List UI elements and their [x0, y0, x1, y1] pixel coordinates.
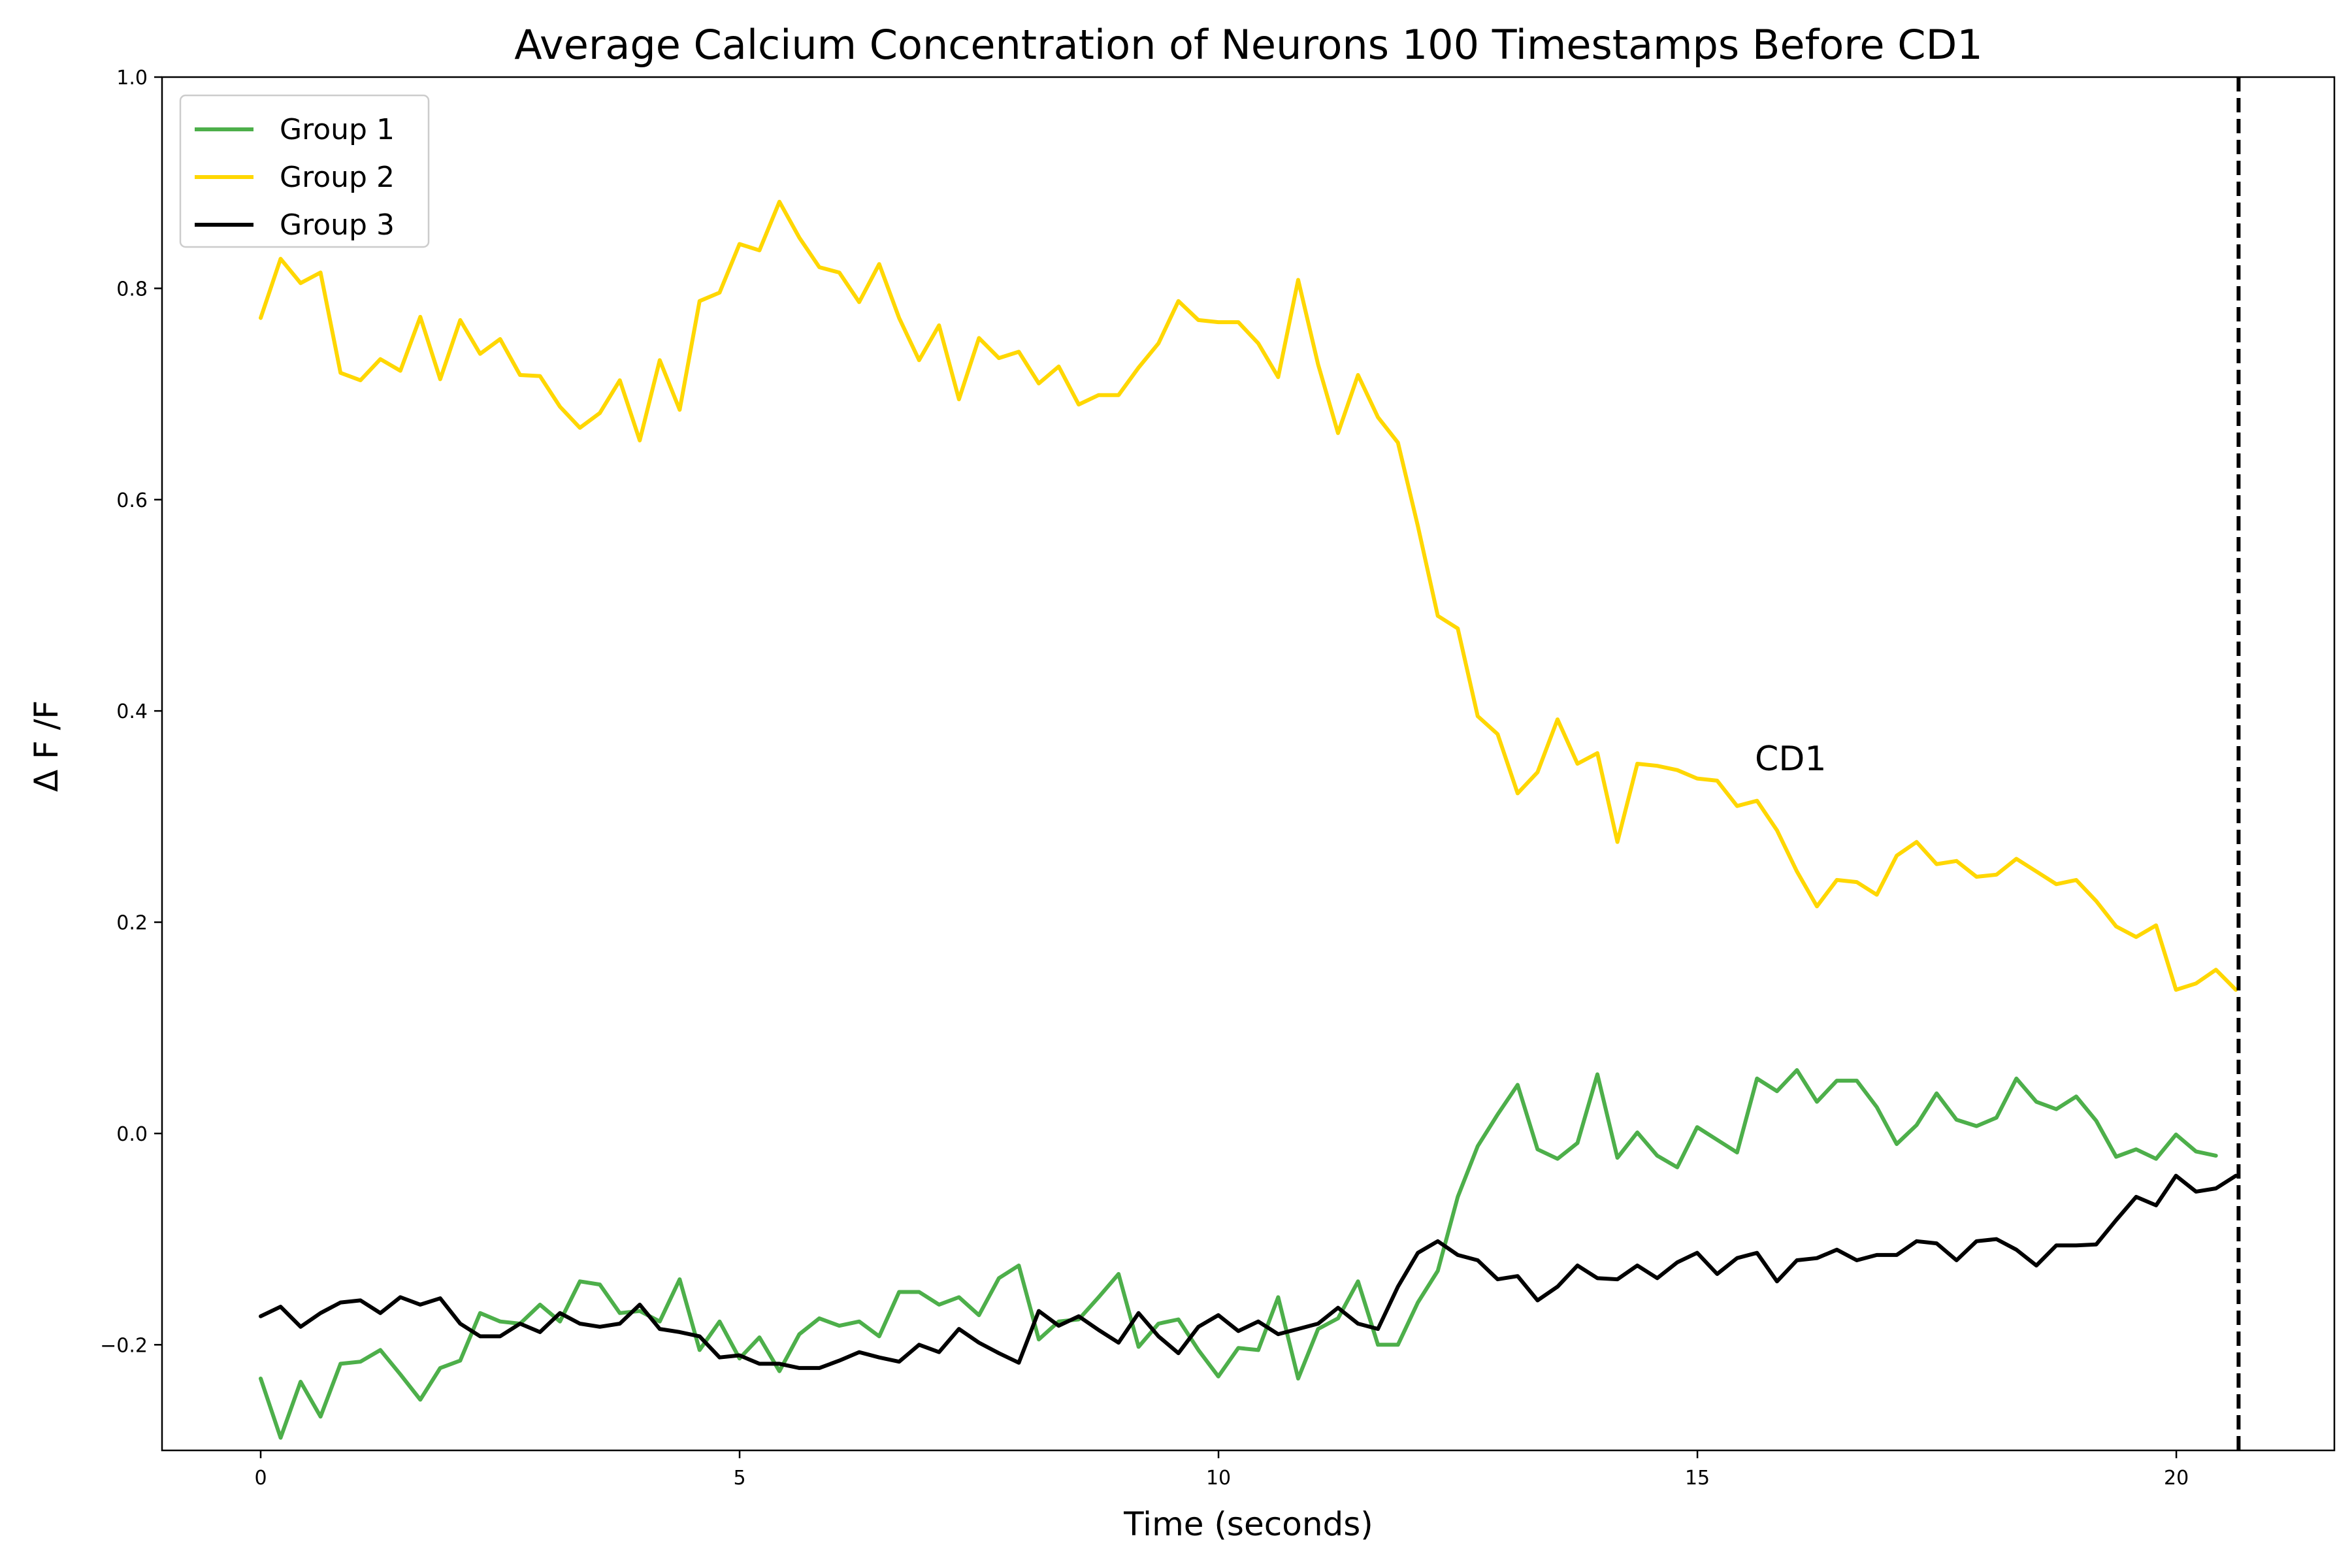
plot-area [161, 76, 2336, 1452]
x-tick-label: 20 [2164, 1467, 2189, 1490]
chart-title: Average Calcium Concentration of Neurons… [514, 21, 1983, 69]
y-tick-label: 0.2 [116, 912, 148, 935]
series-lines [259, 199, 2238, 1440]
annotation-text: CD1 [1755, 740, 1826, 779]
legend-label-1: Group 1 [280, 113, 395, 146]
x-tick-label: 10 [1206, 1467, 1231, 1490]
series-line-2 [259, 199, 2238, 992]
x-tick-label: 5 [733, 1467, 745, 1490]
plot-frame [161, 76, 2336, 1452]
legend-label-3: Group 3 [280, 208, 395, 242]
y-tick-label: 0.6 [116, 489, 148, 512]
y-axis: −0.2 0.0 0.2 0.4 0.6 0.8 1.0 [100, 67, 162, 1357]
legend-label-2: Group 2 [280, 161, 395, 194]
series-line-3 [259, 1173, 2238, 1370]
legend-box [179, 94, 430, 248]
y-tick-label: −0.2 [100, 1334, 148, 1357]
x-axis: 0 5 10 15 20 [254, 1450, 2189, 1490]
y-tick-label: 1.0 [116, 67, 148, 90]
series-line-1 [259, 1068, 2218, 1440]
y-axis-label: Δ F /F [27, 700, 65, 792]
x-tick-label: 0 [254, 1467, 267, 1490]
y-tick-label: 0.4 [116, 700, 148, 723]
y-tick-label: 0.8 [116, 278, 148, 301]
annotations: CD1 [1755, 740, 1826, 779]
x-tick-label: 15 [1685, 1467, 1710, 1490]
y-tick-label: 0.0 [116, 1123, 148, 1146]
legend: Group 1 Group 2 Group 3 [179, 94, 430, 248]
x-axis-label: Time (seconds) [1123, 1505, 1373, 1543]
